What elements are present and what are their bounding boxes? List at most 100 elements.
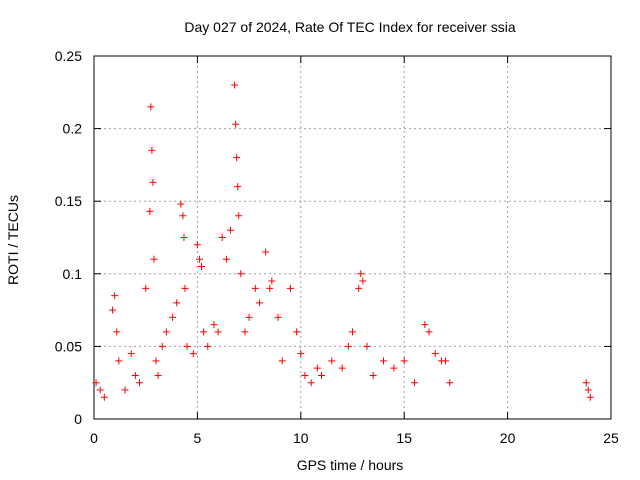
data-point [214,328,222,336]
data-point [100,393,108,401]
data-point [349,328,356,336]
data-point [380,357,388,365]
data-point [109,306,117,314]
data-point [363,342,371,350]
data-point [142,284,150,292]
x-tick-label: 25 [603,430,619,446]
data-point [400,357,408,365]
data-point [177,200,185,208]
x-axis-label: GPS time / hours [297,457,404,473]
data-point [286,284,294,292]
data-point [115,357,123,365]
data-point [262,248,270,256]
data-point [431,350,439,358]
y-tick-label: 0.05 [55,338,82,354]
y-tick-label: 0 [74,411,82,427]
data-point [278,357,286,365]
data-point [111,292,119,300]
data-point [210,321,218,329]
data-point [586,393,594,401]
data-point [158,342,166,350]
data-point [344,342,352,350]
data-point [582,379,590,387]
data-point [148,146,156,154]
y-axis-label: ROTI / TECUs [5,195,21,285]
data-point [169,313,177,321]
data-point [317,371,325,379]
data-point [355,284,363,292]
data-point [200,328,208,336]
data-point [154,371,162,379]
data-point [425,328,433,336]
data-point [251,284,259,292]
y-tick-label: 0.25 [55,48,82,64]
data-point [218,234,226,241]
data-point [266,284,274,292]
data-point [204,342,212,350]
data-point [195,255,203,263]
data-point [442,357,450,365]
data-point [121,386,129,394]
data-point [193,241,201,249]
data-point [173,299,181,307]
data-point [255,299,263,307]
y-tick-labels: 0 0.05 0.1 0.15 0.2 0.25 [55,48,82,427]
x-tick-label: 5 [194,430,202,446]
data-point [146,207,154,215]
data-point [301,371,309,379]
data-point [241,328,249,336]
data-point [135,379,143,387]
chart-title: Day 027 of 2024, Rate Of TEC Index for r… [184,19,515,35]
x-tick-label: 10 [293,430,309,446]
data-point [152,357,160,365]
data-point [222,255,230,263]
data-point [226,226,234,234]
data-point [274,313,282,321]
data-point [150,255,158,263]
x-tick-label: 0 [90,430,98,446]
data-point [96,386,104,394]
data-point [92,379,100,387]
data-point [297,350,305,358]
data-point [183,342,191,350]
data-point [446,379,454,387]
data-point [180,234,188,241]
data-point [234,183,242,191]
data-point [584,386,592,394]
data-point [293,328,301,336]
data-point [245,313,253,321]
data-point [147,103,155,111]
grid-layer [94,56,611,419]
data-point [359,277,367,285]
data-point [369,371,377,379]
plot-frame [93,55,612,420]
data-point [162,328,170,336]
data-point [268,277,276,285]
data-point [179,212,187,220]
data-point [421,321,429,329]
ticks-layer [93,55,612,420]
data-point [328,357,336,365]
points-layer [92,81,594,401]
y-tick-label: 0.2 [63,121,83,137]
data-point [313,364,321,372]
data-point [181,284,189,292]
data-point [235,212,243,220]
data-point [411,379,419,387]
data-point [233,154,241,162]
data-point [237,270,245,278]
data-point [127,350,135,358]
data-point [357,270,365,278]
data-point [113,328,121,336]
data-point [338,364,346,372]
data-point [390,364,398,372]
data-point [231,81,239,89]
x-tick-label: 15 [396,430,412,446]
data-point [307,379,315,387]
data-point [189,350,197,358]
y-tick-label: 0.15 [55,193,82,209]
x-tick-labels: 0 5 10 15 20 25 [90,430,619,446]
data-point [232,120,240,128]
x-tick-label: 20 [500,430,516,446]
